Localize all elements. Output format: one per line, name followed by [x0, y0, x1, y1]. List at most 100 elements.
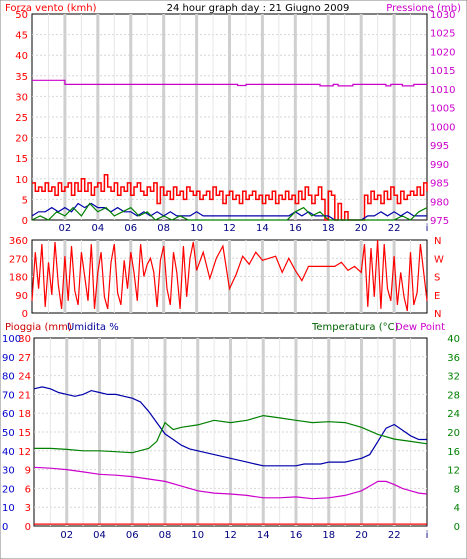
- panel1-right-tick-label: 975: [430, 216, 449, 227]
- panel1-x-tick-label: 18: [322, 223, 335, 234]
- panel1-right-tick-label: 980: [430, 197, 449, 208]
- panel3-x-tick-label: 20: [355, 530, 368, 541]
- legend-rain: Pioggia (mm): [5, 322, 72, 333]
- panel3-rain-tick-label: 15: [18, 428, 31, 439]
- panel1-x-tick-label: 10: [190, 223, 203, 234]
- panel2-right-tick-label: N: [434, 309, 441, 320]
- panel1-left-tick-label: 0: [22, 216, 28, 227]
- legend-temperature: Temperatura (°C): [311, 322, 399, 333]
- panel3-temperature-tick-label: 24: [447, 409, 460, 420]
- panel1-x-tick-label: 04: [91, 223, 104, 234]
- panel1-x-tick-label: 20: [355, 223, 368, 234]
- panel3-rain-tick-label: 27: [18, 353, 31, 364]
- panel1-left-tick-label: 5: [22, 195, 28, 206]
- panel3-humidity-tick-label: 30: [2, 466, 15, 477]
- panel1-series: [31, 79, 428, 221]
- panel1-left-tick-label: 45: [15, 31, 28, 42]
- panel2-right-tick-label: W: [434, 254, 444, 265]
- panel2-left-tick-label: 270: [9, 254, 28, 265]
- panel1-left-label: Forza vento (kmh): [5, 3, 97, 14]
- panel1-x-tick-label: 02: [59, 223, 72, 234]
- panel1-right-tick-label: 1030: [430, 10, 455, 21]
- panel3-x-tick-label: 06: [126, 530, 139, 541]
- panel3-temperature-tick-label: 20: [447, 428, 460, 439]
- panel1-left-tick-label: 50: [15, 10, 28, 21]
- panel3-x-tick-label: 22: [388, 530, 401, 541]
- panel3-humidity-tick-label: 10: [2, 503, 15, 514]
- panel3-x-tick-label: 04: [93, 530, 106, 541]
- panel3-temperature-tick-label: 16: [447, 447, 460, 458]
- panel3-temperature-tick-label: 12: [447, 466, 460, 477]
- panel3-rain-tick-label: 12: [18, 447, 31, 458]
- panel1-left-tick-label: 35: [15, 72, 28, 83]
- panel1-right-tick-label: 1020: [430, 47, 455, 58]
- panel3-x-tick-label: 16: [290, 530, 303, 541]
- panel2-left-tick-label: 0: [22, 309, 28, 320]
- panel3-series-line-3: [33, 466, 428, 500]
- panel3-grid: [34, 338, 427, 526]
- wind-pressure-panel: Forza vento (kmh) 24 hour graph day : 21…: [5, 3, 461, 234]
- panel3-humidity-tick-label: 60: [2, 409, 15, 420]
- panel2-left-tick-label: 360: [9, 236, 28, 247]
- panel2-left-tick-label: 90: [15, 291, 28, 302]
- panel3-series: [33, 386, 428, 525]
- panel1-tick-labels: 0510152025303540455097598098599099510001…: [15, 10, 455, 234]
- legend-dew-point: Dew Point: [395, 322, 445, 333]
- panel1-x-tick-label: 16: [289, 223, 302, 234]
- panel2-right-tick-label: E: [434, 291, 440, 302]
- panel3-x-tick-label: 08: [159, 530, 172, 541]
- panel1-x-tick-label: 08: [157, 223, 170, 234]
- panel1-x-tick-label: 22: [388, 223, 401, 234]
- panel1-right-label: Pressione (mb): [386, 3, 461, 14]
- legend-humidity: Umidita %: [67, 322, 119, 333]
- panel2-wind-direction-line: [31, 239, 428, 312]
- panel3-x-tick-label: 14: [257, 530, 270, 541]
- panel3-x-tick-label: 18: [322, 530, 335, 541]
- panel3-rain-tick-label: 24: [18, 372, 31, 383]
- panel3-rain-tick-label: 9: [25, 466, 31, 477]
- panel1-left-tick-label: 40: [15, 51, 28, 62]
- panel1-right-tick-label: 1005: [430, 104, 455, 115]
- panel3-series-line-2: [34, 414, 428, 454]
- panel3-rain-tick-label: 6: [25, 484, 31, 495]
- panel1-right-tick-label: 1015: [430, 66, 455, 77]
- panel3-temperature-tick-label: 4: [454, 503, 460, 514]
- panel2-right-tick-label: S: [434, 273, 440, 284]
- panel1-left-tick-label: 30: [15, 92, 28, 103]
- humidity-temperature-panel: Pioggia (mm) Umidita % Temperatura (°C) …: [2, 322, 460, 541]
- panel1-x-tick-label: 14: [256, 223, 269, 234]
- panel1-right-tick-label: 985: [430, 179, 449, 190]
- panel3-temperature-tick-label: 8: [454, 484, 460, 495]
- panel2-right-tick-label: N: [434, 236, 441, 247]
- panel1-right-tick-label: 995: [430, 141, 449, 152]
- panel1-right-tick-label: 1000: [430, 122, 455, 133]
- panel1-title: 24 hour graph day : 21 Giugno 2009: [167, 3, 350, 14]
- panel3-x-tick-label: 12: [224, 530, 237, 541]
- panel1-series-line-3: [31, 202, 428, 221]
- panel2-series: [31, 239, 428, 312]
- panel3-rain-tick-label: 21: [18, 390, 31, 401]
- panel3-rain-tick-label: 18: [18, 409, 31, 420]
- panel1-right-tick-label: 1010: [430, 85, 455, 96]
- panel1-left-tick-label: 25: [15, 113, 28, 124]
- panel3-humidity-tick-label: 80: [2, 372, 15, 383]
- panel1-left-tick-label: 10: [15, 175, 28, 186]
- panel3-rain-tick-label: 0: [25, 522, 31, 533]
- panel3-x-tick-label: 02: [60, 530, 73, 541]
- panel3-humidity-tick-label: 40: [2, 447, 15, 458]
- panel3-rain-tick-label: 30: [18, 334, 31, 345]
- panel3-x-end-marker: i: [426, 530, 429, 541]
- panel3-series-line-1: [33, 386, 427, 467]
- panel2-left-tick-label: 180: [9, 273, 28, 284]
- panel3-temperature-tick-label: 32: [447, 372, 460, 383]
- panel3-temperature-tick-label: 0: [454, 522, 460, 533]
- panel3-humidity-tick-label: 50: [2, 428, 15, 439]
- panel1-x-tick-label: 06: [124, 223, 137, 234]
- panel3-humidity-tick-label: 0: [2, 522, 8, 533]
- panel1-left-tick-label: 20: [15, 134, 28, 145]
- panel1-series-line-0: [32, 79, 427, 87]
- panel3-rain-tick-label: 3: [25, 503, 31, 514]
- panel1-right-tick-label: 990: [430, 160, 449, 171]
